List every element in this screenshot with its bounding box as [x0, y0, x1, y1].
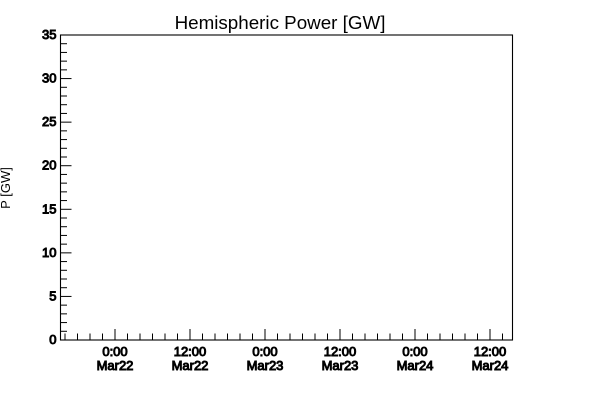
svg-text:0:00: 0:00	[402, 344, 427, 359]
svg-text:0:00: 0:00	[102, 344, 127, 359]
svg-text:Mar23: Mar23	[322, 358, 359, 373]
svg-text:15: 15	[42, 201, 56, 216]
svg-text:0:00: 0:00	[252, 344, 277, 359]
svg-text:12:00: 12:00	[174, 344, 207, 359]
svg-text:P [GW]: P [GW]	[0, 167, 13, 209]
svg-text:Mar24: Mar24	[472, 358, 509, 373]
svg-text:0: 0	[49, 332, 56, 347]
svg-text:Mar23: Mar23	[247, 358, 284, 373]
svg-text:20: 20	[42, 158, 56, 173]
svg-text:12:00: 12:00	[324, 344, 357, 359]
svg-text:10: 10	[42, 245, 56, 260]
svg-text:5: 5	[49, 288, 56, 303]
svg-text:Mar22: Mar22	[172, 358, 209, 373]
svg-text:Hemispheric Power [GW]: Hemispheric Power [GW]	[175, 12, 386, 33]
svg-text:12:00: 12:00	[474, 344, 507, 359]
svg-text:Mar22: Mar22	[97, 358, 134, 373]
svg-text:Mar24: Mar24	[397, 358, 434, 373]
svg-text:35: 35	[42, 27, 56, 42]
svg-text:30: 30	[42, 71, 56, 86]
svg-text:25: 25	[42, 114, 56, 129]
